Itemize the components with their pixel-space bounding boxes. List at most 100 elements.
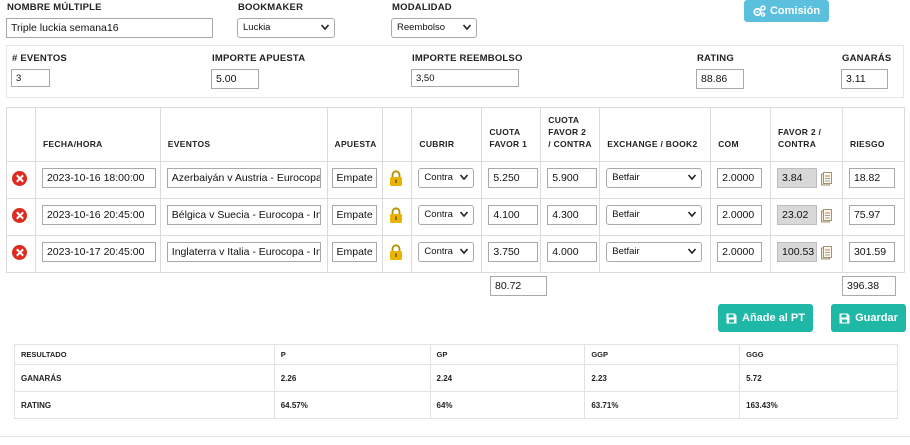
lock-icon[interactable] — [389, 244, 403, 261]
th-riesgo: RIESGO — [841, 107, 906, 162]
table-header-row: FECHA/HORA EVENTOS APUESTA CUBRIR CUOTA F… — [6, 107, 906, 162]
exchange-select[interactable]: Betfair — [606, 205, 703, 225]
cubrir-select[interactable]: Contra — [418, 242, 475, 262]
bottom-divider — [0, 436, 910, 437]
th-com: COM — [710, 107, 772, 162]
th-fecha: FECHA/HORA — [34, 107, 161, 162]
exchange-value: Betfair — [612, 209, 640, 220]
rating-input[interactable]: 88.86 — [696, 69, 744, 89]
table-row: 2023-10-17 20:45:00 Inglaterra v Italia … — [6, 235, 906, 273]
th-lock — [382, 107, 413, 162]
riesgo-input[interactable]: 75.97 — [848, 205, 895, 225]
save-icon — [839, 313, 850, 323]
lock-icon[interactable] — [389, 207, 403, 224]
anade-al-pt-label: Añade al PT — [742, 312, 805, 324]
eventos-input[interactable]: 3 — [11, 69, 50, 87]
bookmaker-select[interactable]: Luckia — [237, 18, 335, 38]
guardar-label: Guardar — [855, 312, 898, 324]
modalidad-value: Reembolso — [397, 22, 446, 33]
riesgo-input[interactable]: 301.59 — [848, 242, 895, 262]
apuesta-input[interactable]: Empate — [331, 205, 377, 225]
comision-button[interactable]: Comisión — [744, 0, 829, 22]
apuesta-input[interactable]: Empate — [331, 168, 377, 188]
com-input[interactable]: 2.0000 — [717, 205, 763, 225]
com-input[interactable]: 2.0000 — [717, 242, 763, 262]
importe-apuesta-label: IMPORTE APUESTA — [212, 53, 306, 64]
results-header-cell: GGG — [739, 344, 898, 365]
cuota-favor1-input[interactable]: 5.250 — [488, 168, 539, 188]
importe-reembolso-input[interactable]: 3,50 — [411, 69, 519, 87]
importe-reembolso-label: IMPORTE REEMBOLSO — [412, 53, 523, 64]
results-cell: 2.23 — [584, 364, 741, 392]
cubrir-select[interactable]: Contra — [418, 168, 475, 188]
nombre-multiple-input[interactable]: Triple luckia semana16 — [6, 18, 213, 38]
results-cell: 64.57% — [273, 391, 431, 419]
chevron-down-icon — [320, 24, 330, 31]
nombre-multiple-label: NOMBRE MÚLTIPLE — [7, 2, 102, 13]
chevron-down-icon — [688, 211, 697, 218]
fecha-input[interactable]: 2023-10-17 20:45:00 — [41, 242, 156, 262]
exchange-select[interactable]: Betfair — [606, 242, 703, 262]
total-riesgo: 396.38 — [842, 276, 896, 296]
apuesta-input[interactable]: Empate — [331, 242, 377, 262]
cubrir-value: Contra — [424, 209, 453, 220]
delete-icon[interactable] — [12, 171, 27, 186]
results-header-cell: GP — [429, 344, 586, 365]
chevron-down-icon — [688, 248, 697, 255]
anade-al-pt-button[interactable]: Añade al PT — [718, 304, 813, 332]
table-row: 2023-10-16 18:00:00 Azerbaiyán v Austria… — [6, 161, 906, 199]
results-row-ganaras: GANARÁS 2.26 2.24 2.23 5.72 — [14, 364, 898, 392]
table-row: 2023-10-16 20:45:00 Bélgica v Suecia - E… — [6, 198, 906, 236]
results-header-cell: P — [273, 344, 431, 365]
cuota-favor1-input[interactable]: 4.100 — [488, 205, 539, 225]
th-cuota-favor2: CUOTA FAVOR 2/ CONTRA — [540, 107, 601, 162]
total-cuota-favor1: 80.72 — [490, 276, 547, 296]
cubrir-select[interactable]: Contra — [418, 205, 475, 225]
results-cell: 64% — [429, 391, 586, 419]
evento-input[interactable]: Azerbaiyán v Austria - Eurocopa — [166, 168, 321, 188]
chevron-down-icon — [462, 24, 472, 31]
fecha-input[interactable]: 2023-10-16 20:45:00 — [41, 205, 156, 225]
modalidad-select[interactable]: Reembolso — [391, 18, 477, 38]
th-exchange: EXCHANGE / BOOK2 — [599, 107, 712, 162]
bookmaker-label: BOOKMAKER — [238, 2, 304, 13]
exchange-select[interactable]: Betfair — [606, 168, 703, 188]
cubrir-value: Contra — [424, 172, 453, 183]
lock-icon[interactable] — [389, 170, 403, 187]
cuota-favor2-input[interactable]: 4.300 — [547, 205, 598, 225]
modalidad-label: MODALIDAD — [392, 2, 452, 13]
th-favor2: FAVOR 2 /CONTRA — [770, 107, 843, 162]
delete-icon[interactable] — [12, 208, 27, 223]
copy-icon[interactable] — [821, 246, 832, 260]
riesgo-input[interactable]: 18.82 — [848, 168, 895, 188]
chevron-down-icon — [460, 174, 469, 181]
favor2-value: 23.02 — [777, 205, 818, 225]
evento-input[interactable]: Bélgica v Suecia - Eurocopa - In — [166, 205, 321, 225]
cuota-favor2-input[interactable]: 4.000 — [547, 242, 598, 262]
copy-icon[interactable] — [821, 209, 832, 223]
rating-label: RATING — [697, 53, 734, 64]
favor2-value: 3.84 — [777, 168, 818, 188]
results-table: RESULTADO P GP GGP GGG GANARÁS 2.26 2.24… — [14, 344, 898, 419]
results-header-row: RESULTADO P GP GGP GGG — [14, 344, 898, 365]
exchange-value: Betfair — [612, 172, 640, 183]
evento-input[interactable]: Inglaterra v Italia - Eurocopa - In — [166, 242, 321, 262]
results-cell: 63.71% — [584, 391, 741, 419]
results-header-cell: RESULTADO — [14, 344, 275, 365]
results-cell: 5.72 — [739, 364, 898, 392]
th-cubrir: CUBRIR — [411, 107, 483, 162]
delete-icon[interactable] — [12, 245, 27, 260]
fecha-input[interactable]: 2023-10-16 18:00:00 — [41, 168, 156, 188]
th-cuota-favor1: CUOTA FAVOR 1 — [481, 107, 542, 162]
guardar-button[interactable]: Guardar — [831, 304, 906, 332]
copy-icon[interactable] — [821, 172, 832, 186]
cuota-favor2-input[interactable]: 5.900 — [547, 168, 598, 188]
chevron-down-icon — [688, 174, 697, 181]
ganaras-input[interactable]: 3.11 — [841, 69, 888, 89]
exchange-value: Betfair — [612, 246, 640, 257]
save-icon — [726, 313, 737, 323]
importe-apuesta-input[interactable]: 5.00 — [211, 69, 259, 89]
cuota-favor1-input[interactable]: 3.750 — [488, 242, 539, 262]
bookmaker-value: Luckia — [243, 22, 271, 33]
com-input[interactable]: 2.0000 — [717, 168, 763, 188]
